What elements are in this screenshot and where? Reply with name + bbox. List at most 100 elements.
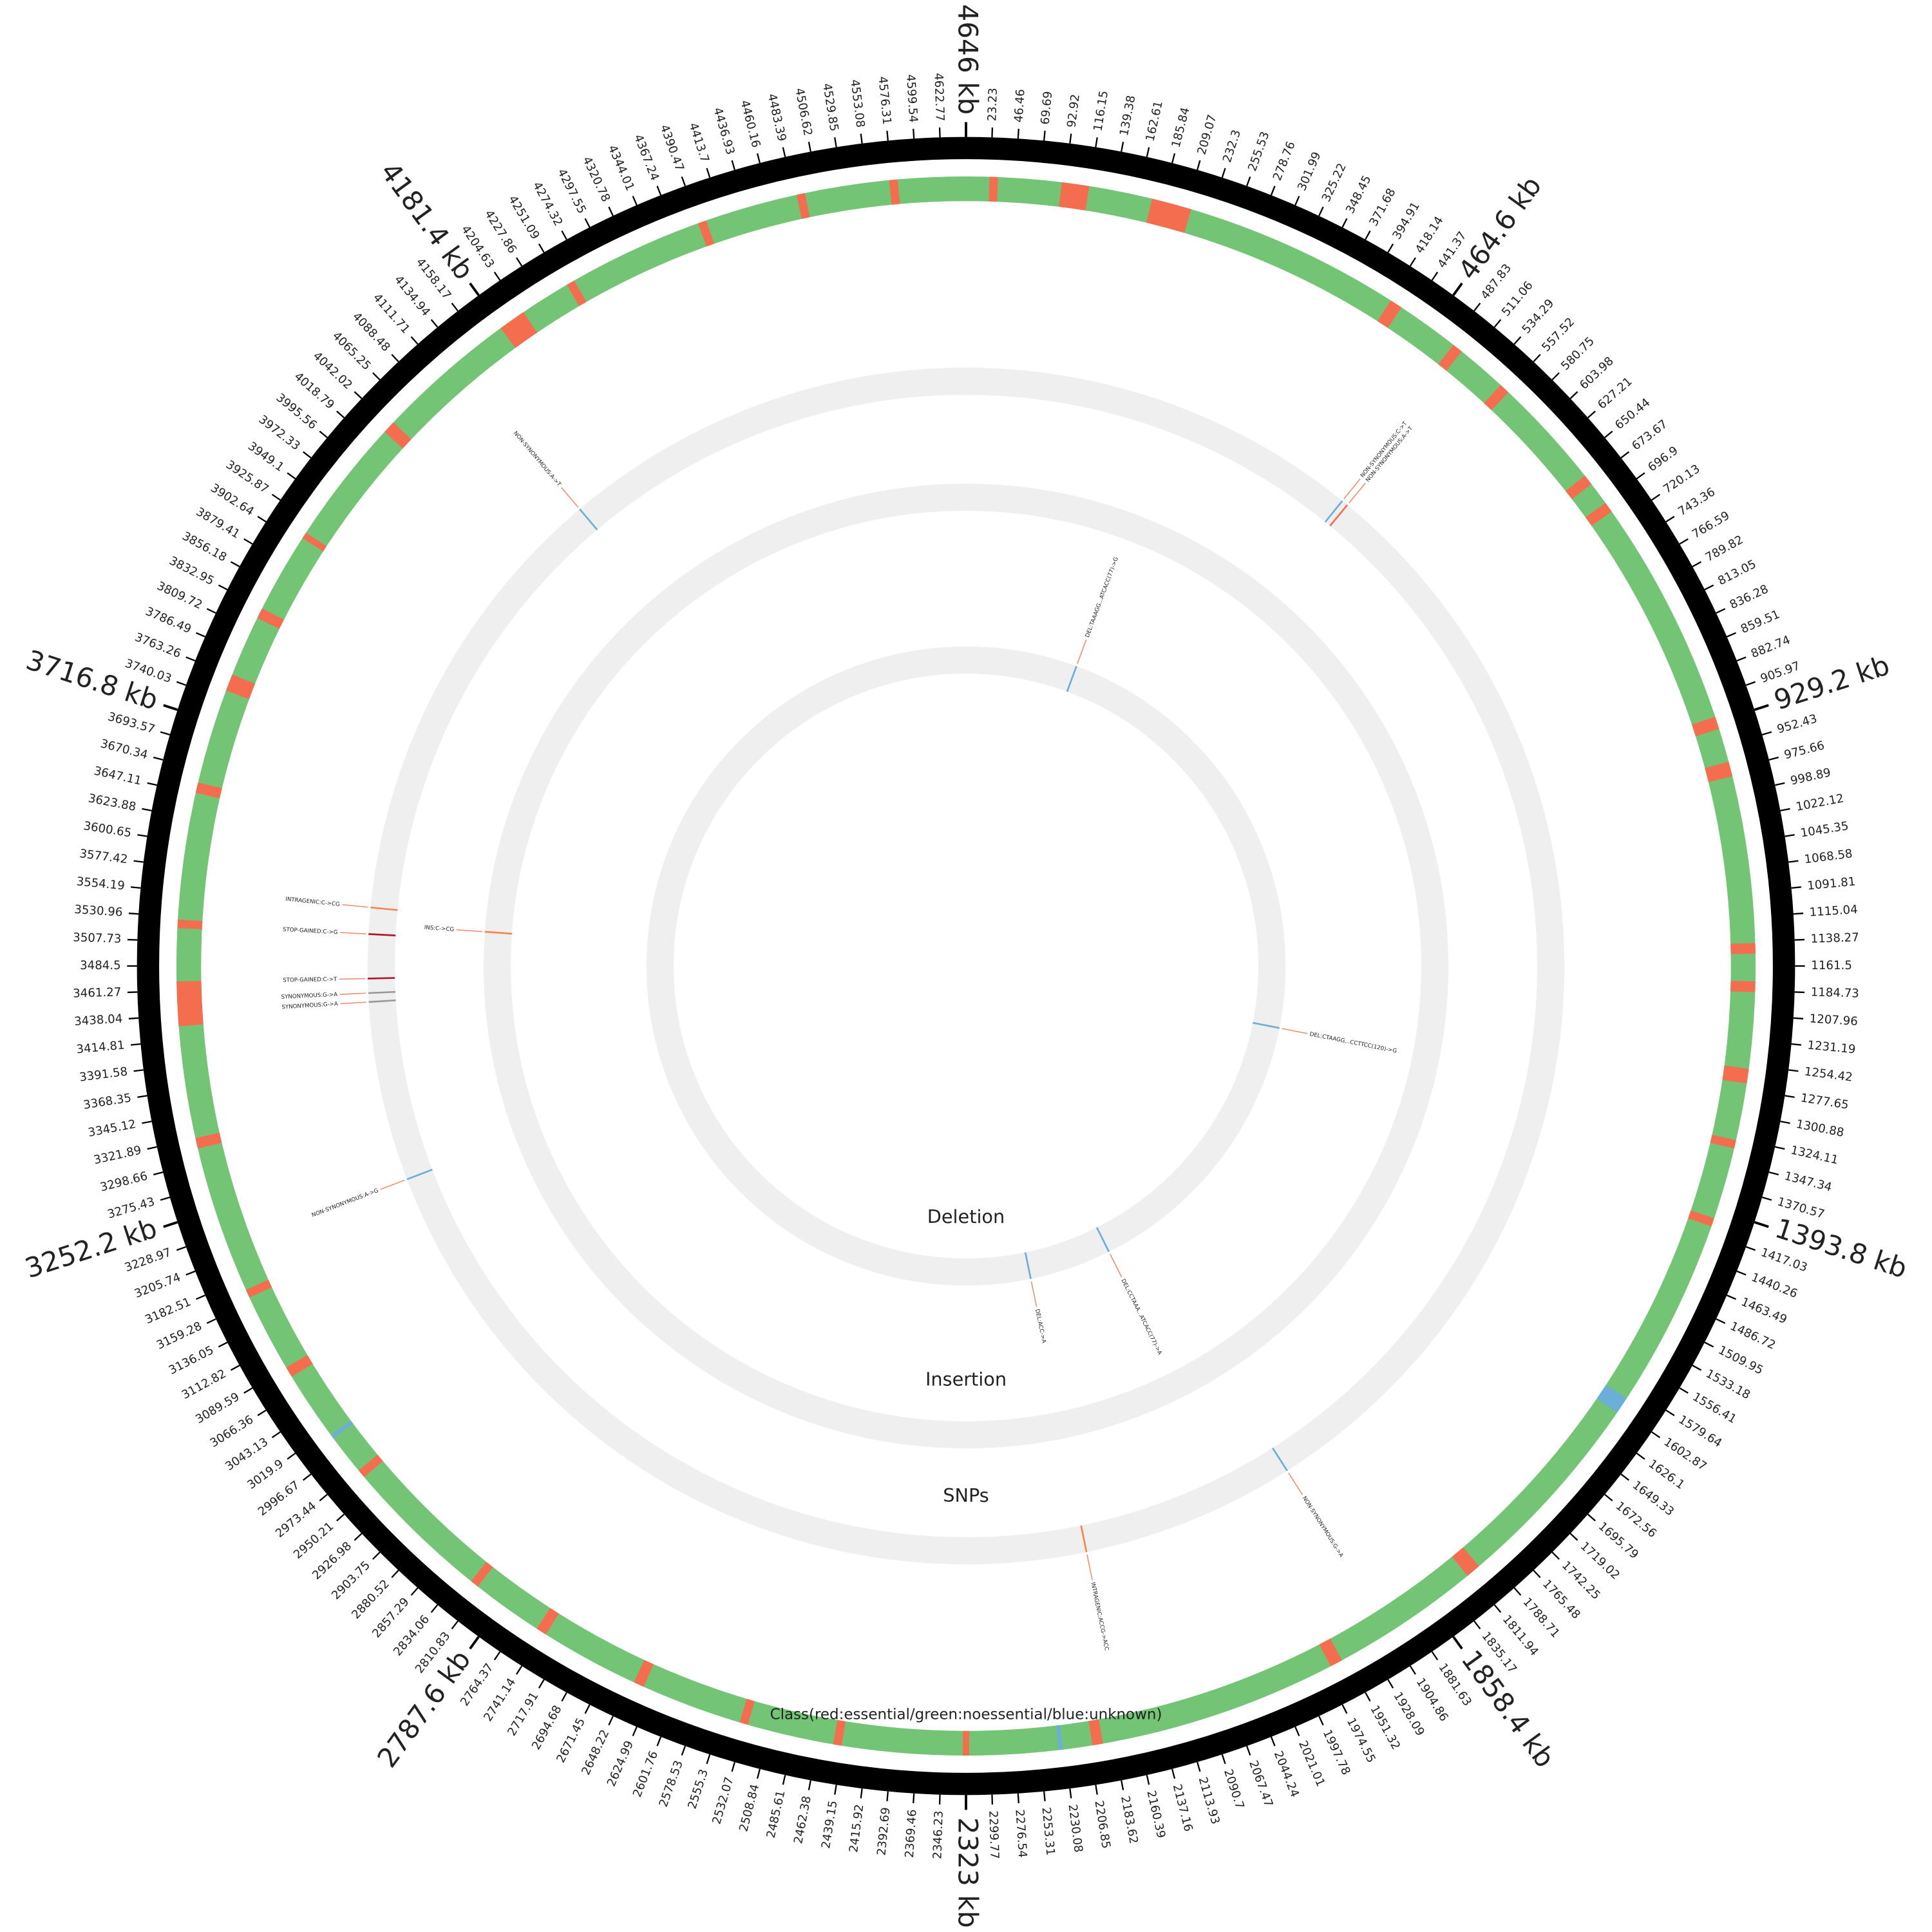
essential-gene — [1377, 300, 1402, 328]
tick-label: 2044.24 — [1271, 1749, 1302, 1799]
tick-mark — [608, 1716, 614, 1726]
tick-mark — [1780, 808, 1790, 811]
tick-mark — [1736, 1270, 1747, 1276]
variant-label: INTRAGENIC:ACCG->ACC — [1089, 1582, 1110, 1651]
tick-mark — [913, 1793, 915, 1804]
tick-mark — [1754, 704, 1769, 712]
variant-leader — [456, 929, 483, 933]
tick-mark — [493, 271, 501, 281]
track-label: SNPs — [943, 1484, 989, 1506]
tick-mark — [1513, 336, 1522, 345]
tick-mark — [430, 319, 439, 328]
tick-mark — [302, 451, 312, 459]
tick-mark — [451, 1620, 459, 1630]
tick-label: 1138.27 — [1810, 931, 1859, 945]
tick-mark — [1620, 1473, 1630, 1481]
variant-label: STOP-GAINED:C->T — [283, 976, 337, 984]
essential-gene — [358, 1454, 383, 1477]
tick-mark — [160, 731, 171, 735]
tick-label: 2276.54 — [1012, 1809, 1029, 1858]
tick-label: 696.9 — [1645, 444, 1680, 475]
essential-gene — [1585, 502, 1612, 526]
variant-leader — [340, 1001, 366, 1005]
essential-gene — [1319, 1638, 1342, 1667]
tick-label: 325.22 — [1320, 161, 1349, 204]
tick-label: 2532.07 — [710, 1776, 736, 1826]
tick-mark — [163, 1220, 178, 1228]
tick-label: 232.3 — [1220, 128, 1244, 164]
tick-mark — [1745, 1245, 1756, 1251]
tick-mark — [287, 472, 296, 480]
variant-mark — [1080, 1525, 1088, 1553]
tick-mark — [1692, 561, 1702, 567]
tick-label: 557.52 — [1539, 315, 1577, 354]
tick-mark — [372, 1551, 381, 1560]
essential-gene — [1710, 1135, 1736, 1149]
tick-label: 2137.16 — [1170, 1783, 1195, 1833]
tick-mark — [561, 230, 567, 240]
tick-mark — [1793, 913, 1804, 915]
tick-label: 4320.78 — [580, 155, 612, 204]
tick-label: 185.84 — [1170, 106, 1193, 149]
tick-label: 1463.49 — [1739, 1295, 1788, 1327]
essential-gene — [634, 1660, 654, 1687]
tick-mark — [1636, 1452, 1645, 1460]
essential-gene — [567, 280, 587, 307]
tick-mark — [271, 493, 281, 501]
essential-gene — [536, 1607, 559, 1634]
tick-label: 3159.28 — [155, 1320, 204, 1352]
tick-mark — [302, 1473, 312, 1481]
tick-mark — [808, 1780, 811, 1790]
tick-label: 4367.24 — [631, 133, 661, 183]
tick-label: 4483.39 — [765, 93, 789, 143]
tick-label: 3345.12 — [87, 1117, 137, 1140]
tick-mark — [133, 1069, 144, 1072]
tick-label: 1951.32 — [1367, 1703, 1403, 1752]
tick-mark — [1473, 1620, 1481, 1630]
tick-mark — [756, 1768, 761, 1779]
tick-mark — [1569, 391, 1578, 399]
essential-gene — [195, 782, 222, 799]
tick-mark — [243, 538, 253, 545]
tick-mark — [469, 282, 480, 296]
tick-mark — [287, 1452, 296, 1460]
variant-leader — [1349, 482, 1366, 504]
tick-mark — [230, 1365, 240, 1371]
tick-label: 813.05 — [1716, 558, 1758, 589]
essential-gene — [963, 1730, 969, 1756]
tick-label: 2090.7 — [1221, 1768, 1247, 1811]
tick-label: 3414.81 — [76, 1039, 126, 1057]
variant-label: SYNONYMOUS:G->A — [281, 992, 337, 1001]
variant-leader — [339, 978, 366, 980]
tick-label: 162.61 — [1144, 100, 1166, 143]
tick-mark — [1768, 1171, 1779, 1176]
tick-label: 743.36 — [1676, 485, 1718, 518]
tick-label: 3623.88 — [87, 791, 137, 814]
tick-label: 2624.99 — [605, 1739, 636, 1788]
tick-label: 3112.82 — [180, 1367, 229, 1403]
tick-label: 2462.38 — [791, 1795, 814, 1845]
tick-label: 3809.72 — [155, 579, 204, 612]
tick-mark — [706, 1754, 711, 1765]
tick-label: 139.38 — [1117, 94, 1139, 137]
unknown-gene — [1596, 1385, 1627, 1413]
essential-gene — [1438, 345, 1462, 371]
tick-mark — [469, 1636, 480, 1650]
tick-mark — [782, 147, 786, 157]
tick-mark — [176, 1245, 187, 1251]
tick-mark — [493, 1651, 501, 1661]
tick-mark — [1716, 608, 1726, 614]
variant-label: NON-SYNONYMOUS:A->T — [512, 430, 562, 488]
tick-mark — [1665, 516, 1675, 523]
tick-mark — [137, 1095, 147, 1098]
tick-mark — [176, 681, 187, 687]
tick-mark — [1780, 1121, 1790, 1124]
major-tick-label: 1393.8 kb — [1771, 1212, 1911, 1284]
tick-mark — [257, 1409, 267, 1416]
essential-gene — [1059, 182, 1090, 211]
major-tick-label: 3252.2 kb — [21, 1212, 161, 1284]
essential-gene — [1565, 475, 1592, 499]
essential-gene — [1705, 761, 1733, 782]
tick-mark — [538, 243, 545, 253]
tick-mark — [1409, 1665, 1416, 1675]
